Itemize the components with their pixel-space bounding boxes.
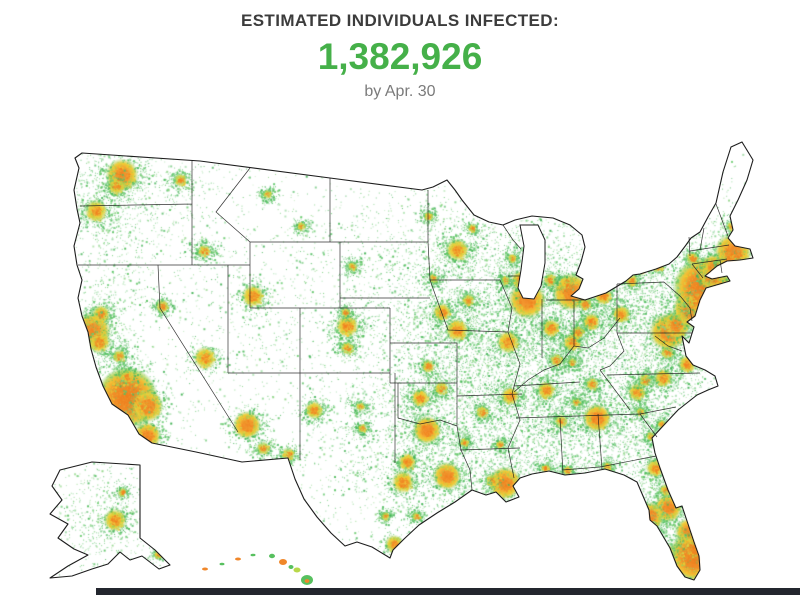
hawaii-islands	[269, 553, 313, 585]
footer-bar	[96, 588, 800, 595]
aleutian-island	[202, 567, 208, 571]
aleutian-island	[219, 562, 225, 566]
aleutian-island	[235, 557, 241, 561]
molokai-island	[288, 565, 294, 569]
oahu-island	[279, 559, 287, 565]
aleutian-island	[250, 553, 256, 557]
lake-michigan	[517, 224, 546, 300]
us-heatmap	[0, 118, 800, 595]
us-map-svg	[49, 141, 754, 585]
count-date: by Apr. 30	[364, 82, 436, 100]
maui-island	[293, 567, 301, 573]
header: ESTIMATED INDIVIDUALS INFECTED: 1,382,92…	[0, 0, 800, 101]
state-borders	[78, 161, 730, 491]
kauai-island	[269, 553, 275, 559]
aleutian-islands	[202, 553, 256, 571]
heatmap-canvas	[0, 118, 800, 595]
page-title: ESTIMATED INDIVIDUALS INFECTED:	[240, 11, 560, 30]
infected-count: 1,382,926	[317, 36, 483, 77]
alaska-outline	[49, 461, 171, 579]
us-outline	[73, 141, 754, 581]
big-island-hotspot	[304, 579, 310, 583]
